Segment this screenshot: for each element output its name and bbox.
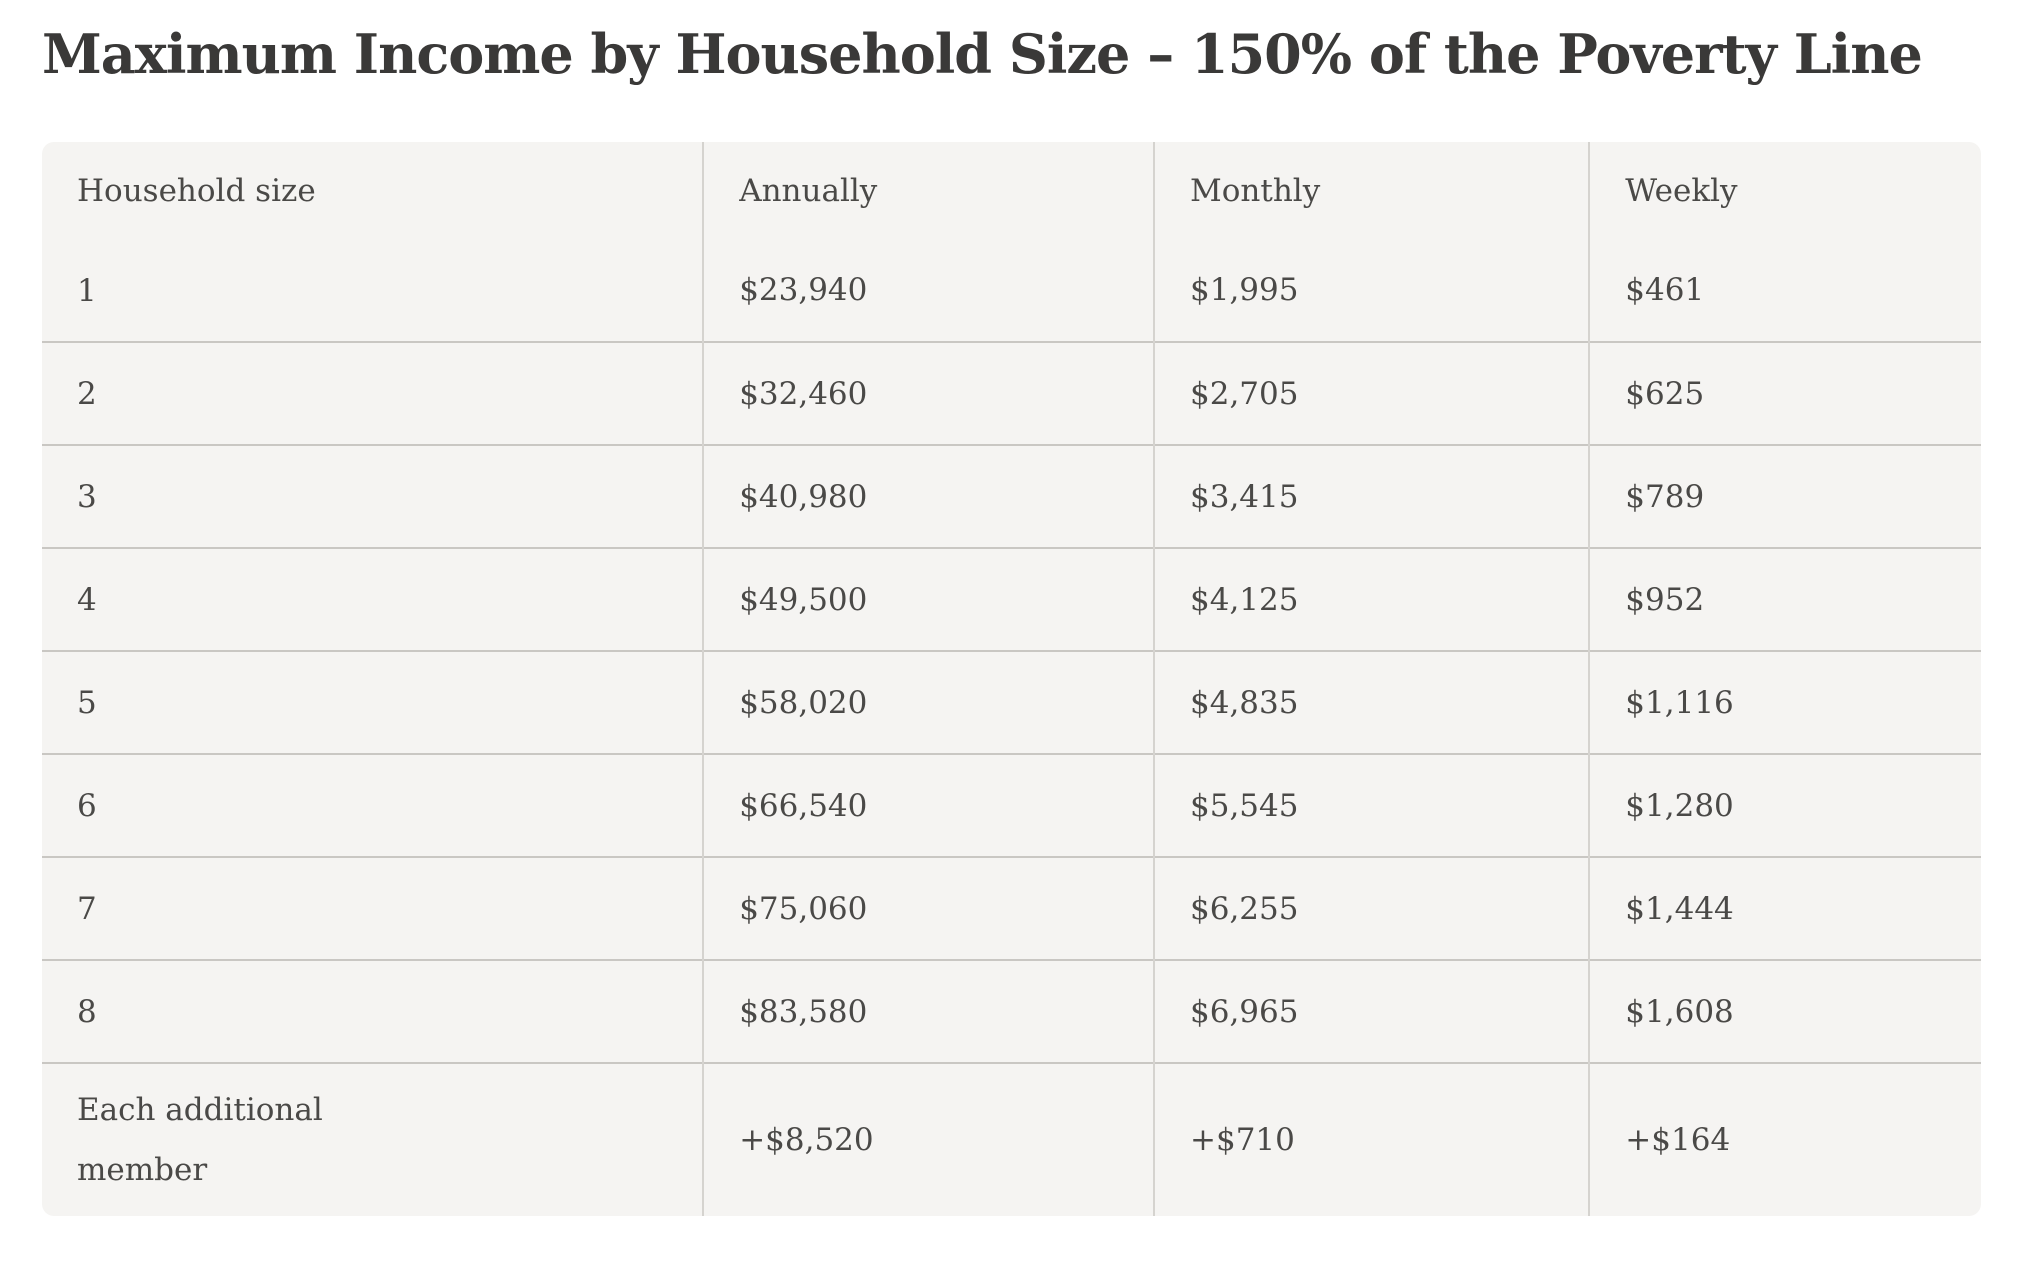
cell-annually: $58,020 (703, 650, 1155, 754)
cell-weekly: +$164 (1589, 1062, 1981, 1216)
cell-household-size: 4 (42, 547, 705, 651)
cell-text: $1,444 (1625, 890, 1734, 927)
cell-annually: $40,980 (703, 444, 1155, 548)
cell-household-size: 2 (42, 341, 705, 445)
table-row: 8 $83,580 $6,965 $1,608 (42, 959, 1981, 1063)
table-row: 4 $49,500 $4,125 $952 (42, 547, 1981, 651)
income-table: Household size Annually Monthly Weekly 1 $23… (42, 142, 1981, 1216)
cell-household-size: 8 (42, 959, 705, 1063)
table-row: 3 $40,980 $3,415 $789 (42, 444, 1981, 548)
cell-text: $49,500 (739, 581, 868, 618)
cell-text: 7 (77, 891, 97, 928)
cell-text: $952 (1625, 581, 1705, 618)
cell-annually: $66,540 (703, 753, 1155, 857)
cell-text: $4,125 (1190, 581, 1299, 618)
cell-monthly: $1,995 (1154, 239, 1591, 342)
table-row: 6 $66,540 $5,545 $1,280 (42, 753, 1981, 857)
cell-monthly: $5,545 (1154, 753, 1591, 857)
column-header-annually: Annually (703, 142, 1155, 239)
cell-text: $58,020 (739, 684, 868, 721)
cell-weekly: $952 (1589, 547, 1981, 651)
cell-text: 3 (77, 479, 97, 516)
cell-weekly: $789 (1589, 444, 1981, 548)
cell-weekly: $625 (1589, 341, 1981, 445)
cell-monthly: $3,415 (1154, 444, 1591, 548)
cell-text: $789 (1625, 478, 1705, 515)
column-header-weekly: Weekly (1589, 142, 1981, 239)
cell-household-size: Each additional member (42, 1062, 705, 1216)
cell-text: 1 (77, 272, 97, 309)
income-table-container: Household size Annually Monthly Weekly 1 $23… (42, 142, 1981, 1216)
cell-text: 4 (77, 582, 97, 619)
cell-text: $1,995 (1190, 272, 1299, 308)
cell-monthly: $6,255 (1154, 856, 1591, 960)
cell-text: 8 (77, 994, 97, 1031)
cell-text: $23,940 (739, 272, 868, 308)
cell-text: $32,460 (739, 375, 868, 412)
cell-monthly: $4,835 (1154, 650, 1591, 754)
cell-text: $461 (1625, 272, 1705, 308)
cell-weekly: $1,608 (1589, 959, 1981, 1063)
cell-text: $1,280 (1625, 787, 1734, 824)
cell-text: 6 (77, 788, 97, 825)
cell-monthly: +$710 (1154, 1062, 1591, 1216)
cell-text: $40,980 (739, 478, 868, 515)
table-body: 1 $23,940 $1,995 $461 2 $32,460 $2,705 $625 3 $40… (42, 239, 1981, 1216)
header-row: Household size Annually Monthly Weekly (42, 142, 1981, 239)
cell-annually: $83,580 (703, 959, 1155, 1063)
cell-weekly: $1,116 (1589, 650, 1981, 754)
cell-household-size: 6 (42, 753, 705, 857)
cell-text: $4,835 (1190, 684, 1299, 721)
cell-text: $3,415 (1190, 478, 1299, 515)
cell-annually: +$8,520 (703, 1062, 1155, 1216)
cell-household-size: 7 (42, 856, 705, 960)
cell-text: $1,608 (1625, 993, 1734, 1030)
cell-monthly: $4,125 (1154, 547, 1591, 651)
cell-weekly: $1,280 (1589, 753, 1981, 857)
column-header-household-size: Household size (42, 142, 705, 239)
cell-text: $6,965 (1190, 993, 1299, 1030)
cell-text: +$164 (1625, 1122, 1731, 1158)
table-row: 7 $75,060 $6,255 $1,444 (42, 856, 1981, 960)
cell-text: +$8,520 (739, 1122, 874, 1158)
cell-annually: $32,460 (703, 341, 1155, 445)
table-row: 1 $23,940 $1,995 $461 (42, 239, 1981, 342)
table-row: 5 $58,020 $4,835 $1,116 (42, 650, 1981, 754)
cell-weekly: $1,444 (1589, 856, 1981, 960)
cell-text: 5 (77, 685, 97, 722)
cell-text: $6,255 (1190, 890, 1299, 927)
cell-text: $75,060 (739, 890, 868, 927)
cell-household-size: 3 (42, 444, 705, 548)
cell-text: $5,545 (1190, 787, 1299, 824)
cell-text: $66,540 (739, 787, 868, 824)
cell-text: 2 (77, 376, 97, 413)
table-row: Each additional member +$8,520 +$710 +$164 (42, 1062, 1981, 1216)
cell-weekly: $461 (1589, 239, 1981, 342)
cell-text: $2,705 (1190, 375, 1299, 412)
cell-household-size: 5 (42, 650, 705, 754)
cell-monthly: $2,705 (1154, 341, 1591, 445)
page-title: Maximum Income by Household Size – 150% … (42, 22, 1923, 86)
cell-text: +$710 (1190, 1122, 1295, 1158)
column-header-monthly: Monthly (1154, 142, 1591, 239)
cell-monthly: $6,965 (1154, 959, 1591, 1063)
cell-annually: $49,500 (703, 547, 1155, 651)
cell-household-size: 1 (42, 239, 705, 342)
cell-annually: $75,060 (703, 856, 1155, 960)
cell-text: $625 (1625, 375, 1705, 412)
cell-text: $1,116 (1625, 684, 1734, 721)
cell-text: $83,580 (739, 993, 868, 1030)
cell-text: Each additional member (77, 1092, 323, 1188)
table-row: 2 $32,460 $2,705 $625 (42, 341, 1981, 445)
cell-annually: $23,940 (703, 239, 1155, 342)
